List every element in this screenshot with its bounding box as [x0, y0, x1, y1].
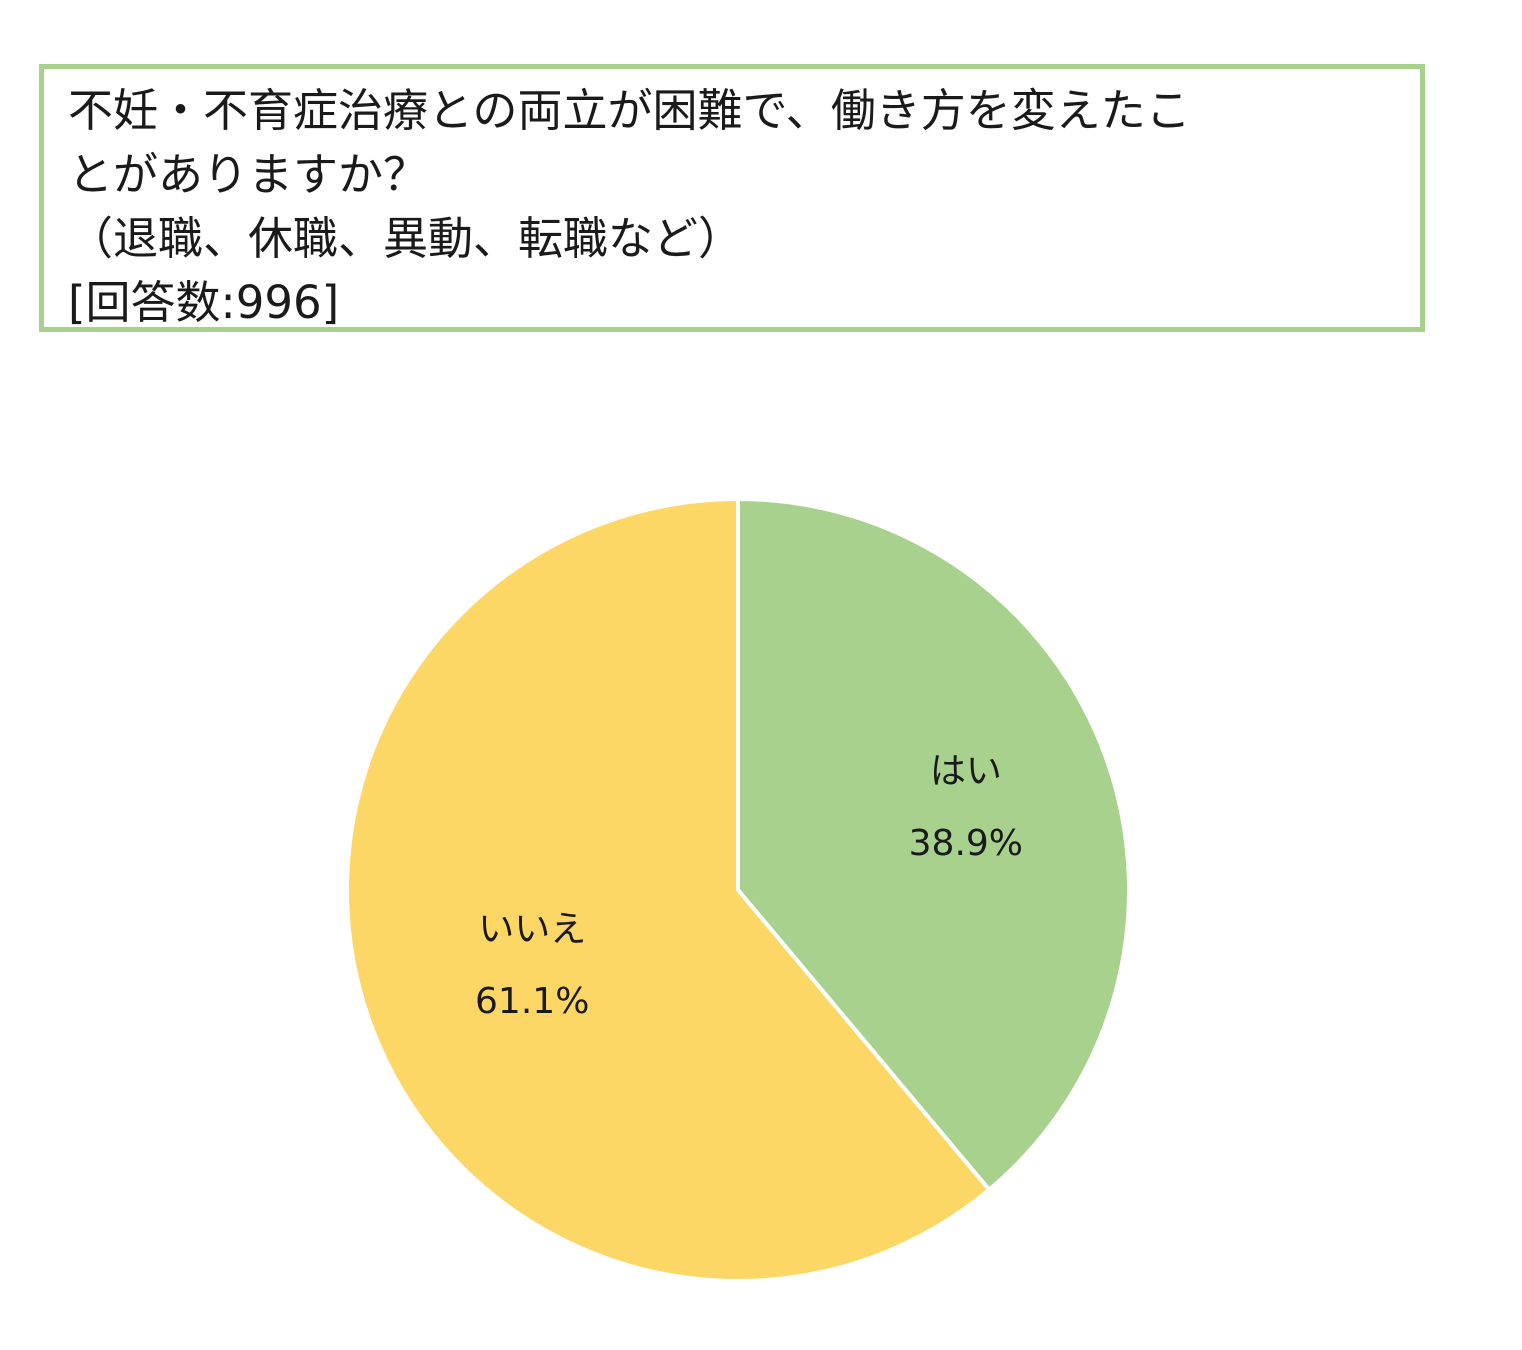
slice-value-no: 61.1%	[475, 981, 589, 1022]
chart-title-box: 不妊・不育症治療との両立が困難で、働き方を変えたこ とがありますか？ （退職、休…	[39, 64, 1425, 332]
chart-title-line-1: 不妊・不育症治療との両立が困難で、働き方を変えたこ	[68, 84, 1191, 137]
response-count: [回答数:996]	[68, 276, 340, 329]
pie-slices	[345, 497, 1131, 1283]
chart-title-line-3: （退職、休職、異動、転職など）	[68, 212, 744, 265]
slice-value-yes: 38.9%	[909, 823, 1023, 864]
slice-label-yes: はい	[930, 751, 1002, 792]
pie-labels: はい 38.9% いいえ 61.1%	[475, 751, 1023, 1022]
chart-title-line-2: とがありますか？	[68, 148, 429, 201]
slice-label-no: いいえ	[478, 909, 586, 950]
slice-yes	[736, 497, 1131, 1192]
slice-no	[345, 497, 992, 1283]
